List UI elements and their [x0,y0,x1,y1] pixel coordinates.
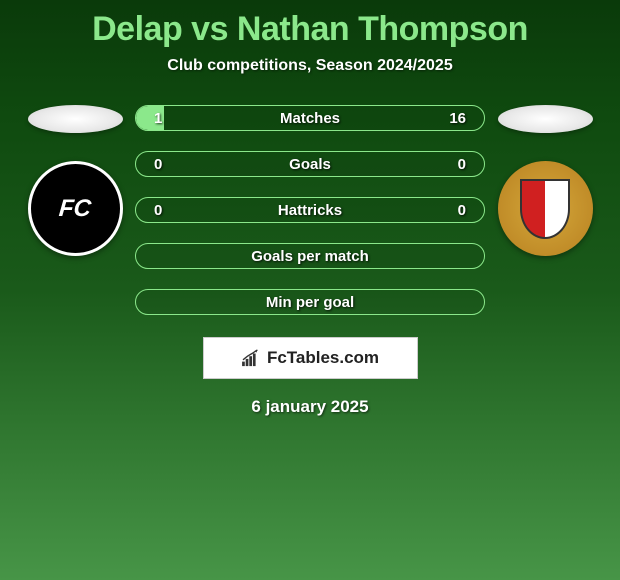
stat-left-value: 1 [154,110,174,127]
stat-row-goals: 0 Goals 0 [135,151,485,177]
stat-left-value: 0 [154,156,174,173]
stat-label: Matches [280,110,340,127]
player-disc-left [28,105,123,133]
stat-row-mpg: Min per goal [135,289,485,315]
stat-label: Hattricks [278,202,342,219]
comparison-card: Delap vs Nathan Thompson Club competitio… [0,0,620,417]
chart-up-icon [241,349,263,367]
stat-right-value: 0 [446,202,466,219]
left-player-col: FC [15,105,135,256]
brand-text: FcTables.com [267,348,379,368]
stat-row-gpm: Goals per match [135,243,485,269]
stat-right-value: 16 [446,110,466,127]
badge-left-text: FC [58,195,92,223]
brand-box: FcTables.com [203,337,418,379]
stat-row-matches: 1 Matches 16 [135,105,485,131]
right-player-col [485,105,605,256]
stats-column: 1 Matches 16 0 Goals 0 0 Hattricks 0 Goa… [135,105,485,315]
club-badge-right [498,161,593,256]
page-title: Delap vs Nathan Thompson [92,10,528,49]
stat-label: Min per goal [266,294,354,311]
stat-label: Goals [289,156,331,173]
club-badge-left: FC [28,161,123,256]
badge-right-shield [520,179,570,239]
player-disc-right [498,105,593,133]
main-row: FC 1 Matches 16 0 Goals 0 0 Hattricks 0 [0,105,620,315]
stat-row-hattricks: 0 Hattricks 0 [135,197,485,223]
stat-label: Goals per match [251,248,369,265]
stat-right-value: 0 [446,156,466,173]
subtitle: Club competitions, Season 2024/2025 [167,57,452,75]
stat-left-value: 0 [154,202,174,219]
date-text: 6 january 2025 [251,397,368,417]
